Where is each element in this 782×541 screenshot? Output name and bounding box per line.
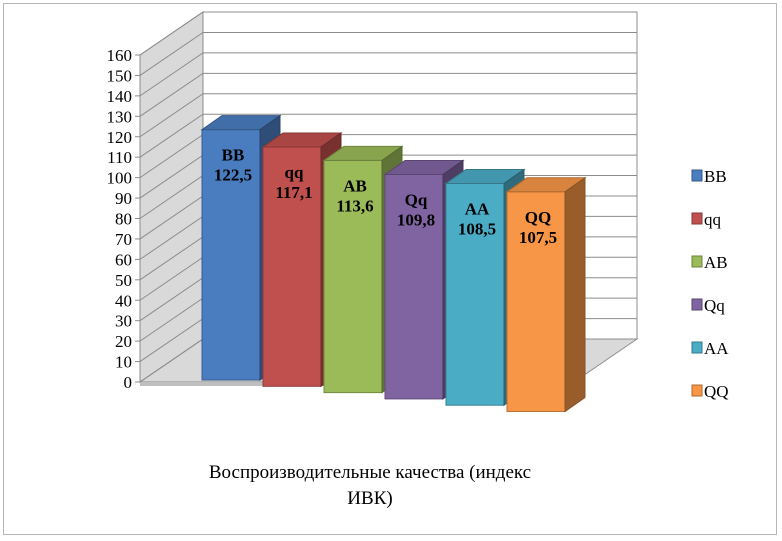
legend: BB qq AB Qq AA QQ <box>691 167 729 401</box>
y-tick-label: 90 <box>115 189 132 208</box>
legend-item-AB: AB <box>691 253 728 272</box>
bar-QQ <box>505 176 587 413</box>
y-tick-label: 140 <box>107 87 133 106</box>
bar-front <box>445 182 505 406</box>
y-tick-label: 30 <box>115 312 132 331</box>
gridline <box>139 31 637 76</box>
bar-category-label: AA <box>465 199 490 218</box>
bar-category-label: Qq <box>405 190 428 209</box>
y-tick-label: 0 <box>124 373 133 392</box>
gridline <box>139 52 637 97</box>
bar-category-label: qq <box>285 163 304 182</box>
y-tick-label: 60 <box>115 250 132 269</box>
legend-label: Qq <box>704 296 725 315</box>
gridline <box>139 113 637 158</box>
bar-category-label: AB <box>343 176 367 195</box>
bar-value-label: 108,5 <box>458 219 496 238</box>
legend-label: qq <box>704 210 722 229</box>
legend-swatch <box>691 341 703 354</box>
legend-swatch <box>691 169 703 182</box>
y-tick-label: 80 <box>115 210 132 229</box>
legend-item-Qq: Qq <box>691 296 725 315</box>
legend-label: AA <box>704 339 729 358</box>
legend-item-QQ: QQ <box>691 382 729 401</box>
bar-side <box>564 176 586 413</box>
bar-value-label: 117,1 <box>275 183 312 202</box>
x-axis-title-line: ИВК) <box>347 488 392 509</box>
y-tick-label: 110 <box>107 148 132 167</box>
y-tick-label: 150 <box>107 66 133 85</box>
legend-item-qq: qq <box>691 210 722 229</box>
legend-label: BB <box>704 167 727 186</box>
y-tick-label: 100 <box>107 169 133 188</box>
y-tick-label: 160 <box>107 46 133 65</box>
bar-front <box>384 173 444 400</box>
gridline <box>139 93 637 138</box>
bar-series <box>200 114 587 413</box>
x-axis-title-line: Воспроизводительные качества (индекс <box>209 462 531 483</box>
legend-swatch <box>691 255 703 268</box>
legend-label: AB <box>704 253 728 272</box>
bar-category-label: QQ <box>525 208 551 227</box>
legend-swatch <box>691 298 703 311</box>
legend-item-AA: AA <box>691 339 729 358</box>
y-tick-label: 50 <box>115 271 132 290</box>
legend-swatch <box>691 212 703 225</box>
bar-value-label: 109,8 <box>397 210 435 229</box>
bar-value-label: 107,5 <box>519 228 557 247</box>
legend-swatch <box>691 384 703 397</box>
y-tick-label: 10 <box>115 353 132 372</box>
y-tick-label: 70 <box>115 230 132 249</box>
bar-front <box>323 159 383 394</box>
gridline <box>139 72 637 117</box>
bar-front <box>506 191 566 412</box>
chart-frame: 0 10 20 30 40 50 60 70 80 90 100 110 120 130 140 150 160… <box>3 3 777 535</box>
bar-front <box>201 129 261 381</box>
gridline <box>139 11 637 56</box>
y-tick-label: 130 <box>107 107 133 126</box>
bar-category-label: BB <box>222 146 245 165</box>
y-tick-label: 20 <box>115 332 132 351</box>
legend-item-BB: BB <box>691 167 727 186</box>
bar-front <box>262 146 322 387</box>
bar-value-label: 122,5 <box>214 166 252 185</box>
y-tick-label: 120 <box>107 128 133 147</box>
bar-value-label: 113,6 <box>336 196 373 215</box>
legend-label: QQ <box>704 382 729 401</box>
x-axis-title: Воспроизводительные качества (индекс ИВК) <box>209 462 531 509</box>
y-tick-label: 40 <box>115 291 132 310</box>
